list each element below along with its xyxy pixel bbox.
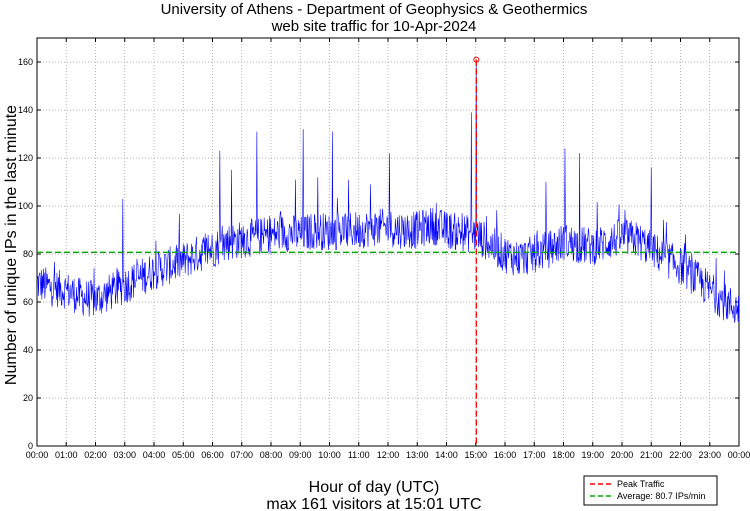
x-tick-label: 07:00: [230, 450, 253, 460]
x-tick-label: 14:00: [435, 450, 458, 460]
x-tick-label: 08:00: [260, 450, 283, 460]
y-tick-label: 100: [18, 201, 33, 211]
x-axis-label: Hour of day (UTC): [309, 479, 440, 496]
grid-lines: [37, 38, 739, 446]
x-tick-label: 12:00: [377, 450, 400, 460]
x-tick-label: 09:00: [289, 450, 312, 460]
y-tick-label: 0: [28, 441, 33, 451]
x-tick-label: 10:00: [318, 450, 341, 460]
x-tick-label: 20:00: [611, 450, 634, 460]
x-tick-label: 02:00: [84, 450, 107, 460]
x-tick-label: 23:00: [698, 450, 721, 460]
chart-title-line-2: web site traffic for 10-Apr-2024: [271, 18, 477, 35]
x-tick-label: 19:00: [581, 450, 604, 460]
x-tick-label: 16:00: [494, 450, 517, 460]
y-tick-label: 20: [23, 393, 33, 403]
chart-title: University of Athens - Department of Geo…: [161, 1, 588, 35]
y-tick-label: 40: [23, 345, 33, 355]
traffic-line: [36, 59, 740, 323]
y-tick-label: 140: [18, 105, 33, 115]
y-tick-label: 120: [18, 153, 33, 163]
y-axis-label: Number of unique IPs in the last minute: [3, 105, 20, 385]
x-tick-label: 06:00: [201, 450, 224, 460]
chart-title-line-1: University of Athens - Department of Geo…: [161, 1, 588, 18]
x-tick-label: 22:00: [669, 450, 692, 460]
legend-average-label: Average: 80.7 IPs/min: [617, 491, 705, 501]
x-tick-label: 15:00: [464, 450, 487, 460]
x-tick-label: 04:00: [143, 450, 166, 460]
x-tick-label: 05:00: [172, 450, 195, 460]
legend: Peak Traffic Average: 80.7 IPs/min: [583, 475, 718, 506]
legend-peak-label: Peak Traffic: [617, 479, 665, 489]
x-tick-label: 03:00: [113, 450, 136, 460]
y-tick-label: 80: [23, 249, 33, 259]
x-tick-label: 01:00: [55, 450, 78, 460]
x-tick-label: 21:00: [640, 450, 663, 460]
x-tick-label: 00:00: [728, 450, 750, 460]
y-axis-ticks: 0 20 40 60 80 100 120 140 160: [18, 57, 739, 451]
peak-summary: max 161 visitors at 15:01 UTC: [266, 496, 481, 511]
x-tick-label: 11:00: [348, 450, 370, 460]
reference-lines: [37, 56, 739, 446]
y-tick-label: 60: [23, 297, 33, 307]
x-tick-label: 00:00: [26, 450, 49, 460]
peak-marker: [473, 56, 480, 63]
x-axis-ticks: 00:00 01:00 02:00 03:00 04:00 05:00 06:00 07:00…: [26, 38, 750, 460]
x-tick-label: 18:00: [552, 450, 575, 460]
x-tick-label: 13:00: [406, 450, 429, 460]
legend-box: [583, 475, 718, 506]
y-tick-label: 160: [18, 57, 33, 67]
traffic-series: [36, 59, 740, 323]
x-tick-label: 17:00: [523, 450, 546, 460]
